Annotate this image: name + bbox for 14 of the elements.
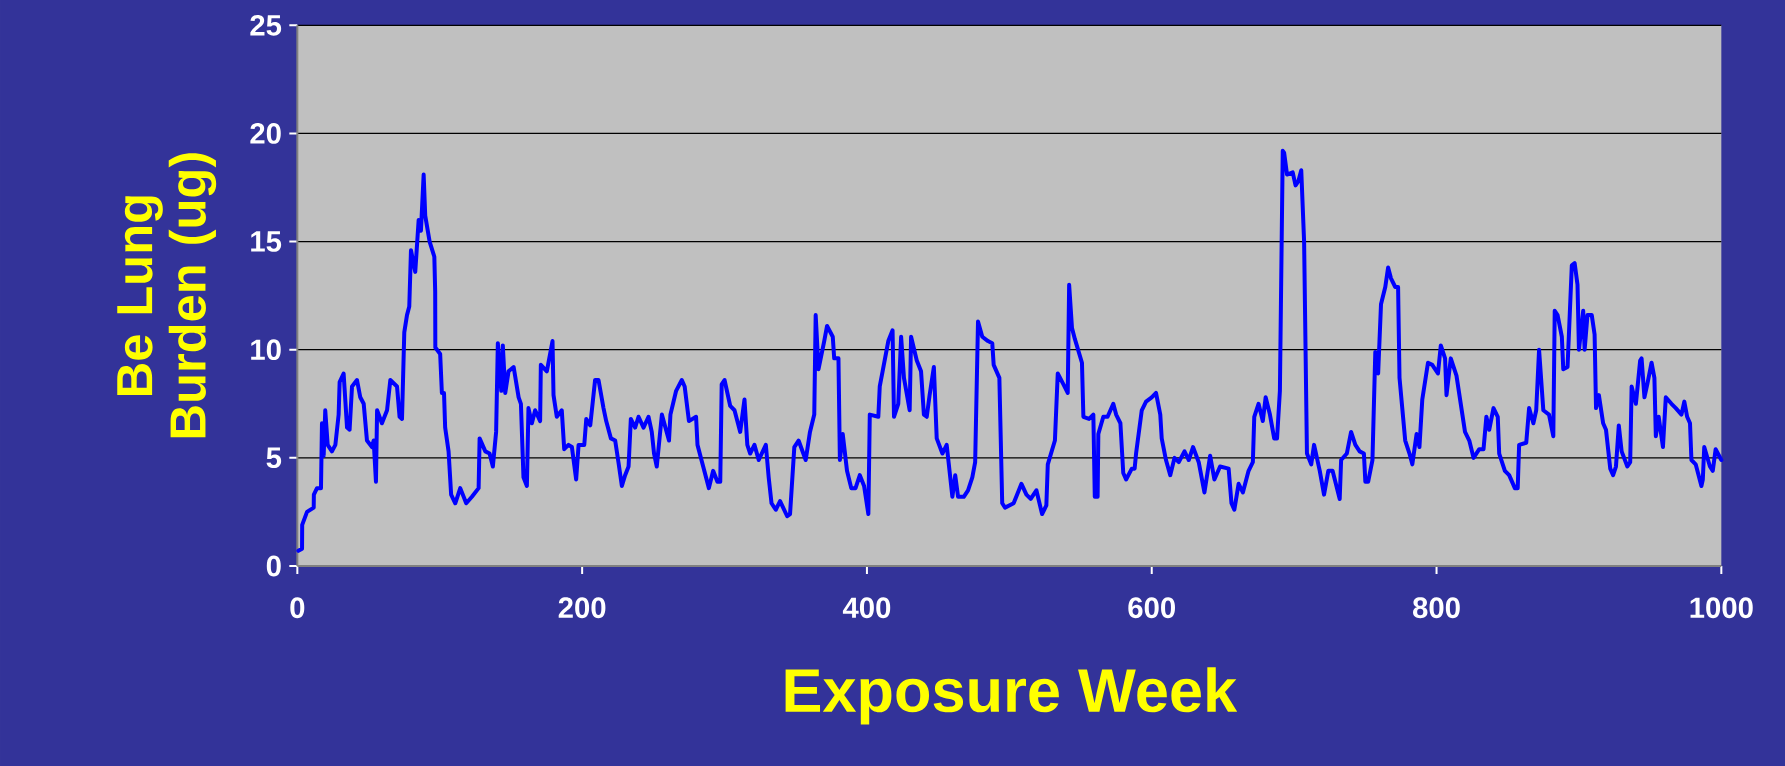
x-tick-label: 400 (842, 597, 891, 619)
y-tick-label: 10 (251, 339, 281, 361)
x-tick-label: 1000 (1690, 597, 1753, 619)
x-tick-label: 0 (290, 597, 305, 619)
x-tick-label: 600 (1128, 597, 1175, 619)
y-tick-label: 5 (266, 447, 282, 469)
y-tick-label: 0 (266, 555, 281, 577)
x-tick-label: 200 (558, 597, 606, 619)
y-tick-label: 25 (250, 14, 282, 36)
y-tick-label: 20 (250, 123, 281, 144)
y-axis-title: Be Lung Burden (ug) (117, 153, 217, 438)
x-tick-label: 800 (1413, 597, 1460, 619)
y-tick-label: 15 (251, 231, 282, 252)
x-axis-title: Exposure Week (785, 667, 1238, 725)
